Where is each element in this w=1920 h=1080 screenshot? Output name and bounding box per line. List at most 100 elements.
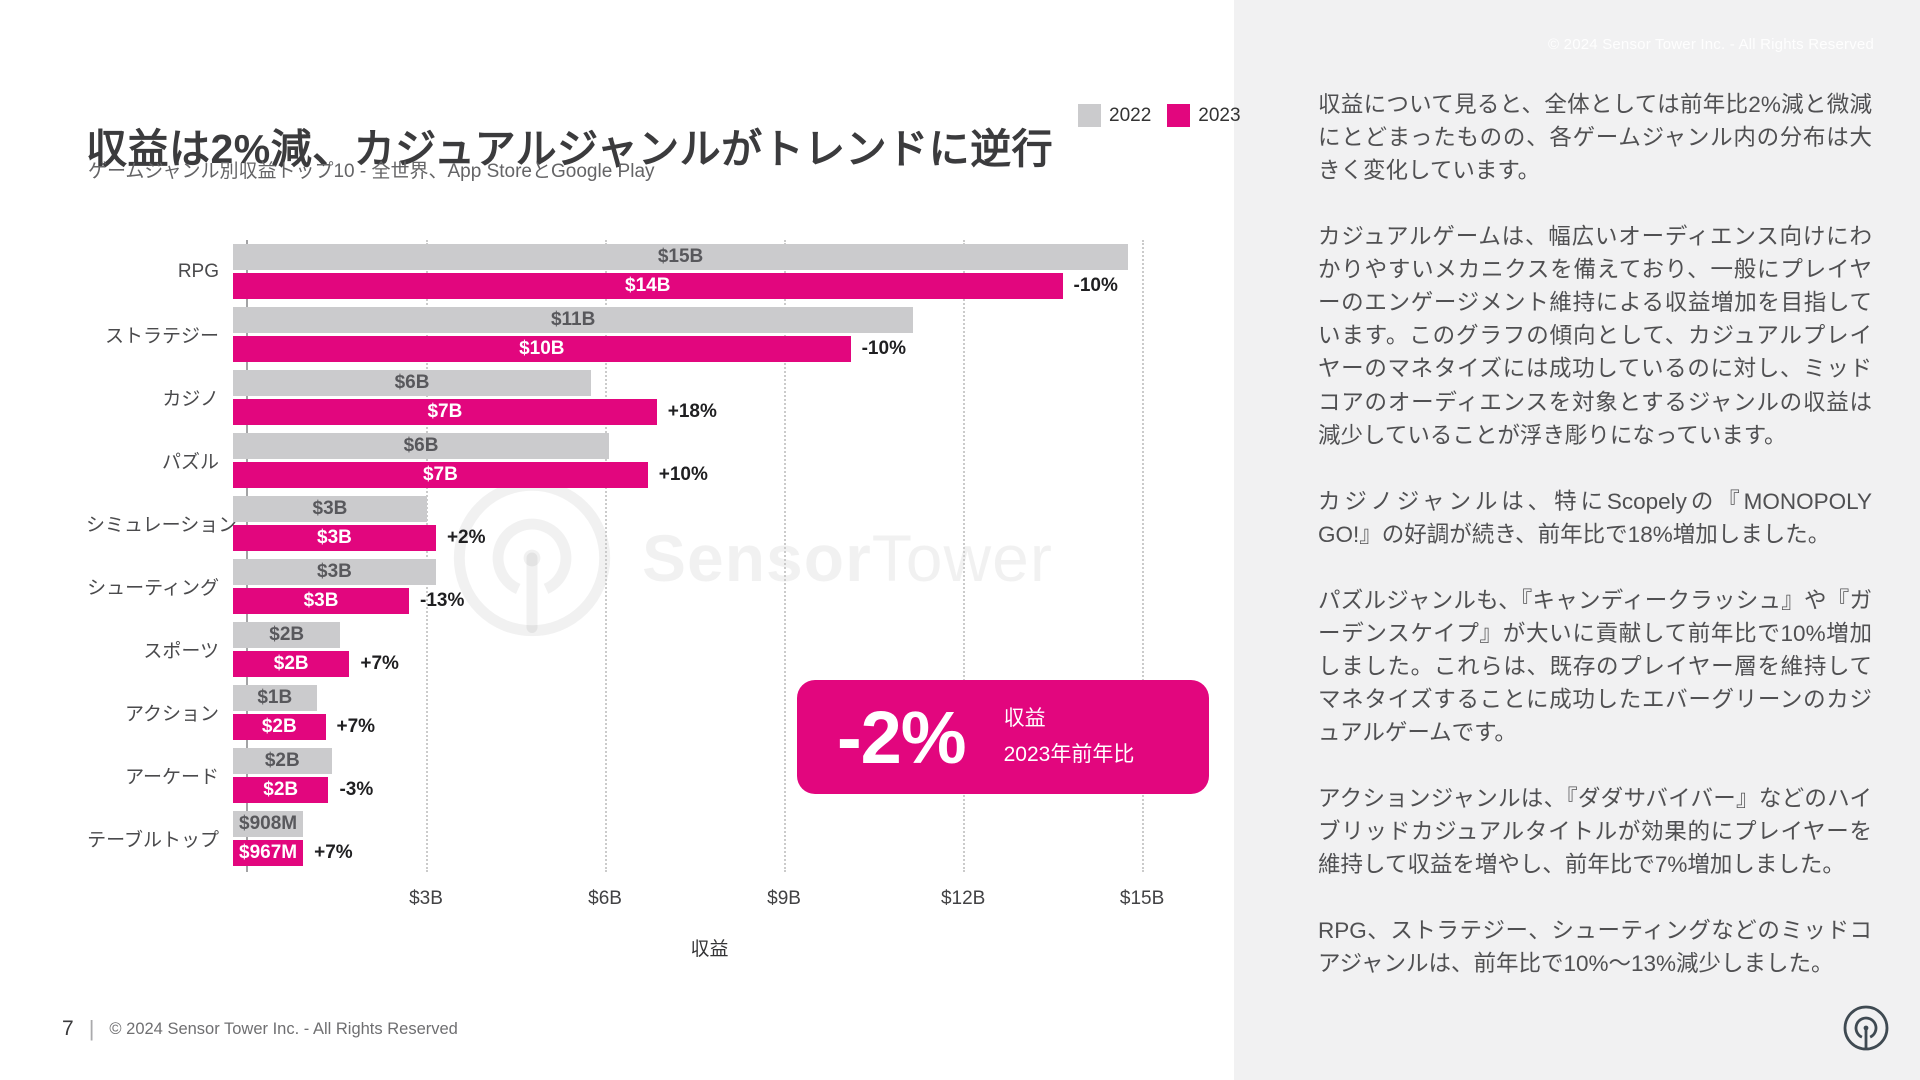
change-label: -10% bbox=[1073, 275, 1118, 296]
bar-2022: $2B bbox=[233, 748, 332, 774]
bar-line: $2B -3% bbox=[233, 777, 1158, 803]
watermark-text: SensorTower bbox=[642, 521, 1053, 595]
footer: 7 | © 2024 Sensor Tower Inc. - All Right… bbox=[62, 1016, 458, 1042]
change-label: -13% bbox=[420, 590, 465, 611]
category-label: カジノ bbox=[162, 389, 219, 410]
bar-value-label: $15B bbox=[657, 246, 704, 267]
bar-2022: $1B bbox=[233, 685, 317, 711]
commentary-paragraph: カジュアルゲームは、幅広いオーディエンス向けにわかりやすいメカニクスを備えており… bbox=[1318, 224, 1872, 448]
bar-line: $7B +10% bbox=[233, 462, 1158, 488]
revenue-bar-chart: RPG $15B $14B -10% ストラテジー $11B $10B -10% カジノ $6B $… bbox=[86, 240, 1216, 960]
chart-gridlines bbox=[247, 240, 1172, 872]
chart-row: テーブルトップ $908M $967M +7% bbox=[86, 807, 1216, 870]
bar-value-label: $7B bbox=[427, 401, 463, 422]
x-tick-label: $12B bbox=[940, 888, 986, 909]
legend-label: 2023 bbox=[1198, 104, 1241, 126]
bar-line: $6B bbox=[233, 433, 1158, 459]
bar-value-label: $3B bbox=[303, 590, 339, 611]
x-axis-title: 収益 bbox=[690, 939, 729, 960]
footer-copyright: © 2024 Sensor Tower Inc. - All Rights Re… bbox=[109, 1019, 458, 1038]
bar-value-label: $10B bbox=[519, 338, 565, 359]
bar-line: $1B bbox=[233, 685, 1158, 711]
bar-pair: $6B $7B +10% bbox=[233, 433, 1158, 488]
bar-2022: $2B bbox=[233, 622, 341, 648]
category-label: スポーツ bbox=[143, 641, 219, 662]
bar-line: $7B +18% bbox=[233, 399, 1158, 425]
bar-line: $14B -10% bbox=[233, 273, 1158, 299]
category-label: パズル bbox=[161, 452, 219, 473]
chart-legend: 2022 2023 bbox=[1078, 104, 1241, 127]
bar-value-label: $2B bbox=[273, 653, 309, 674]
bar-2022: $15B bbox=[233, 244, 1129, 270]
y-axis-line bbox=[246, 240, 248, 872]
change-label: +2% bbox=[446, 527, 486, 548]
callout-caption: 収益 2023年前年比 bbox=[1003, 707, 1135, 766]
change-label: -3% bbox=[339, 779, 374, 800]
top-copyright-text: © 2024 Sensor Tower Inc. - All Rights Re… bbox=[1548, 36, 1874, 53]
legend-item-2022: 2022 bbox=[1078, 104, 1151, 127]
bar-line: $967M +7% bbox=[233, 840, 1158, 866]
bar-2023: $3B bbox=[233, 588, 410, 614]
category-label: ストラテジー bbox=[104, 326, 219, 347]
bar-value-label: $1B bbox=[257, 687, 293, 708]
gridline bbox=[425, 240, 428, 872]
bar-pair: $2B $2B +7% bbox=[233, 622, 1158, 677]
bar-2023: $7B bbox=[233, 462, 648, 488]
x-tick-label: $6B bbox=[588, 888, 622, 909]
bar-line: $6B bbox=[233, 370, 1158, 396]
gridline bbox=[784, 240, 787, 872]
legend-label: 2022 bbox=[1109, 104, 1152, 126]
x-tick-label: $15B bbox=[1119, 888, 1165, 909]
bar-pair: $6B $7B +18% bbox=[233, 370, 1158, 425]
bar-value-label: $3B bbox=[312, 498, 348, 519]
sensor-tower-logo-icon bbox=[1843, 1005, 1889, 1051]
bar-line: $2B bbox=[233, 622, 1158, 648]
category-label: シューティング bbox=[87, 578, 219, 599]
bar-value-label: $7B bbox=[422, 464, 458, 485]
commentary-paragraph: 収益について見ると、全体としては前年比2%減と微減にとどまったものの、各ゲームジ… bbox=[1318, 92, 1872, 184]
bar-pair: $15B $14B -10% bbox=[233, 244, 1158, 299]
change-label: +18% bbox=[667, 401, 717, 422]
commentary-paragraph: RPG、ストラテジー、シューティングなどのミッドコアジャンルは、前年比で10%〜… bbox=[1318, 918, 1872, 977]
legend-swatch bbox=[1078, 104, 1101, 127]
bar-line: $2B bbox=[233, 748, 1158, 774]
yoy-callout-badge: -2% 収益 2023年前年比 bbox=[797, 680, 1209, 794]
bar-value-label: $967M bbox=[239, 842, 298, 863]
commentary-text: 収益について見ると、全体としては前年比2%減と微減にとどまったものの、各ゲームジ… bbox=[1318, 88, 1872, 1013]
chart-row: パズル $6B $7B +10% bbox=[86, 429, 1216, 492]
bar-value-label: $6B bbox=[403, 435, 439, 456]
chart-row: アーケード $2B $2B -3% bbox=[86, 744, 1216, 807]
bar-2022: $6B bbox=[233, 370, 592, 396]
bar-value-label: $11B bbox=[550, 309, 596, 330]
bar-2022: $908M bbox=[233, 811, 304, 837]
legend-item-2023: 2023 bbox=[1167, 104, 1241, 127]
bar-value-label: $6B bbox=[394, 372, 430, 393]
change-label: +7% bbox=[360, 653, 399, 674]
footer-divider: | bbox=[88, 1016, 95, 1041]
chart-row: シューティング $3B $3B -13% bbox=[86, 555, 1216, 618]
bar-line: $15B bbox=[233, 244, 1158, 270]
bar-line: $3B bbox=[233, 496, 1158, 522]
chart-row: スポーツ $2B $2B +7% bbox=[86, 618, 1216, 681]
bar-value-label: $2B bbox=[269, 624, 305, 645]
bar-value-label: $3B bbox=[317, 527, 352, 548]
page-subtitle: ゲームジャンル別収益トップ10 - 全世界、App StoreとGoogle P… bbox=[88, 161, 655, 182]
bar-value-label: $908M bbox=[239, 813, 298, 834]
bar-pair: $1B $2B +7% bbox=[233, 685, 1158, 740]
x-axis-ticks: $3B $6B $9B $12B $15B bbox=[247, 888, 1172, 914]
gridline bbox=[605, 240, 608, 872]
chart-row: ストラテジー $11B $10B -10% bbox=[86, 303, 1216, 366]
bar-2023: $2B bbox=[233, 714, 326, 740]
change-label: +7% bbox=[336, 716, 376, 737]
x-tick-label: $3B bbox=[409, 888, 443, 909]
bar-line: $908M bbox=[233, 811, 1158, 837]
page-title: 収益は2%減、カジュアルジャンルがトレンドに逆行 bbox=[86, 126, 1054, 173]
bar-pair: $11B $10B -10% bbox=[233, 307, 1158, 362]
legend-swatch bbox=[1167, 104, 1191, 127]
bar-line: $10B -10% bbox=[233, 336, 1158, 362]
bar-line: $3B +2% bbox=[233, 525, 1158, 551]
bar-2022: $3B bbox=[233, 559, 436, 585]
bar-pair: $2B $2B -3% bbox=[233, 748, 1158, 803]
chart-row: RPG $15B $14B -10% bbox=[86, 240, 1216, 303]
bar-pair: $908M $967M +7% bbox=[233, 811, 1158, 866]
